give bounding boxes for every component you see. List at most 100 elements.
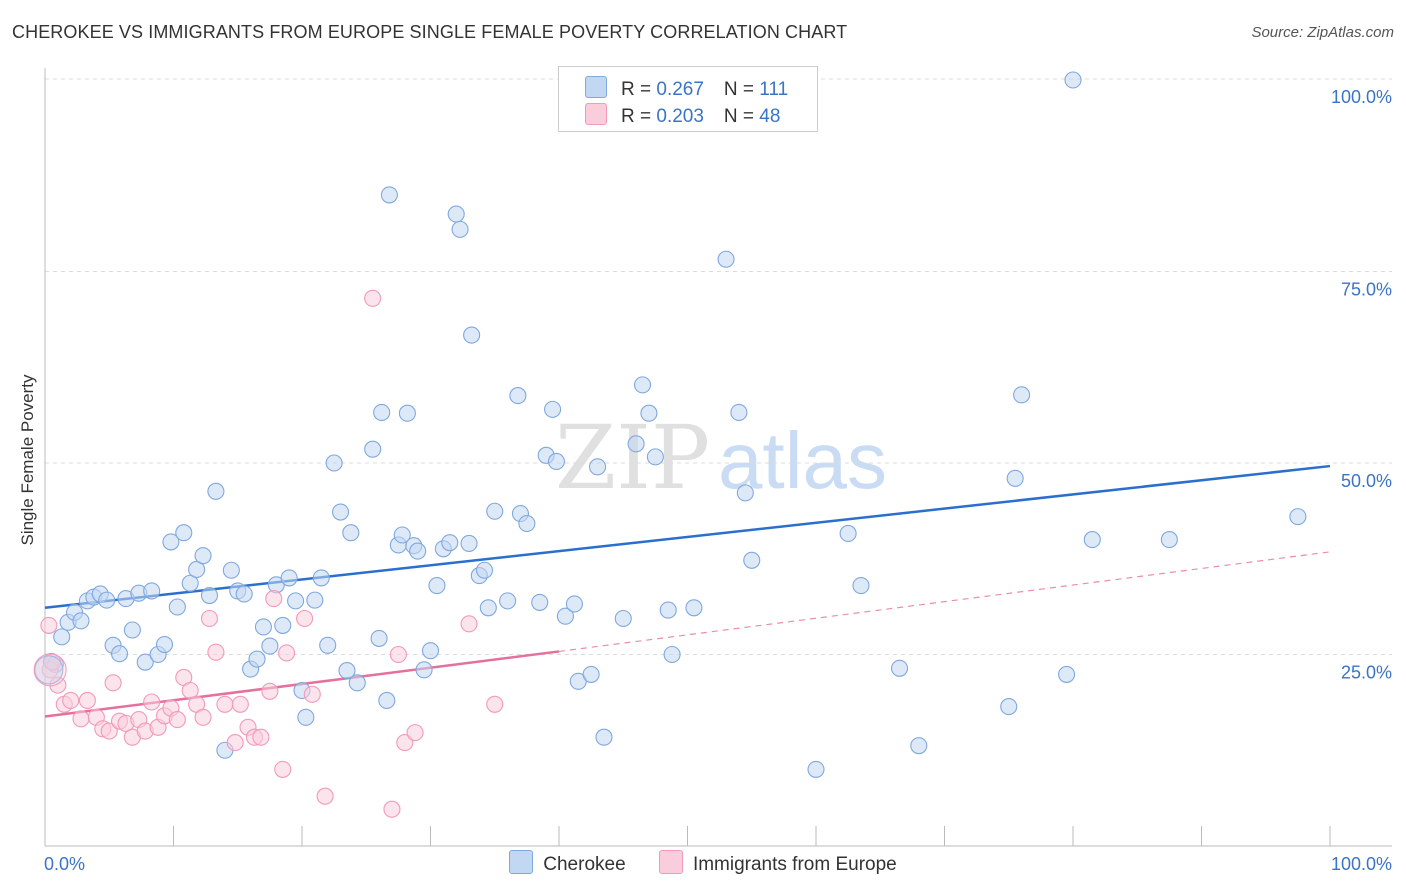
cherokee-point [1000, 698, 1018, 716]
cherokee-point [518, 514, 536, 533]
cherokee-point [181, 574, 199, 592]
cherokee-point [614, 609, 632, 628]
cherokee-point [588, 458, 607, 476]
cherokee-point [274, 616, 292, 634]
europe-point [40, 616, 58, 634]
europe-point [252, 728, 270, 746]
europe-point [383, 800, 401, 818]
cherokee-point [319, 636, 337, 654]
europe-point [181, 681, 199, 700]
europe-point [143, 693, 161, 711]
cherokee-point [1006, 469, 1024, 487]
cherokee-point [1160, 531, 1178, 549]
stats-row-europe: R = 0.203 N = 48 [585, 103, 780, 129]
y-tick-label: 75.0% [1341, 280, 1392, 300]
europe-point [194, 708, 212, 726]
cherokee-point [312, 569, 330, 587]
cherokee-point [451, 220, 469, 238]
europe-point [261, 682, 279, 700]
europe-point [104, 674, 122, 692]
r-label: R = [621, 106, 657, 127]
cherokee-point [168, 598, 186, 616]
y-tick-label: 25.0% [1341, 663, 1392, 683]
cherokee-point [393, 526, 411, 544]
cherokee-point [743, 551, 761, 569]
cherokee-point [261, 637, 279, 655]
cherokee-point [852, 577, 870, 595]
europe-point [207, 643, 225, 661]
cherokee-point [659, 601, 677, 619]
cherokee-point [123, 621, 141, 639]
trend-line-europe-extension [558, 551, 1331, 653]
cherokee-point [717, 250, 735, 268]
cherokee-point [380, 186, 398, 204]
cherokee-point [254, 618, 273, 636]
cherokee-point [280, 569, 298, 587]
cherokee-point [297, 708, 315, 726]
cherokee-point [398, 404, 416, 422]
europe-point [72, 710, 90, 728]
n-value: 48 [759, 106, 781, 127]
n-label: N = [723, 79, 760, 100]
cherokee-point [447, 205, 465, 223]
legend-label-europe: Immigrants from Europe [692, 854, 897, 875]
cherokee-point [235, 585, 253, 603]
cherokee-point [364, 440, 382, 458]
legend-item-europe[interactable]: Immigrants from Europe [658, 850, 897, 876]
cherokee-point [509, 387, 527, 405]
cherokee-point [556, 607, 574, 625]
cherokee-point [415, 661, 433, 679]
grid [45, 78, 1392, 655]
europe-point [231, 695, 249, 713]
n-value: 111 [759, 79, 789, 100]
y-tick-label: 100.0% [1331, 87, 1392, 107]
europe-point [100, 722, 118, 740]
y-tick-label: 50.0% [1341, 471, 1392, 491]
cherokee-point [222, 561, 240, 579]
cherokee-point [890, 659, 909, 677]
cherokee-point [544, 400, 562, 418]
europe-point [316, 787, 334, 805]
cherokee-point [627, 435, 645, 453]
europe-swatch [585, 103, 607, 125]
cherokee-point [685, 599, 703, 617]
data-points [33, 71, 1307, 818]
trend-line-cherokee [44, 464, 1331, 610]
stats-row-cherokee: R = 0.267 N = 111 [585, 76, 788, 102]
cherokee-point [441, 534, 459, 552]
cherokee-point [331, 503, 350, 521]
r-value: 0.203 [656, 106, 704, 127]
europe-point [406, 724, 424, 742]
legend-label-cherokee: Cherokee [543, 854, 626, 875]
n-label: N = [723, 106, 760, 127]
cherokee-point [807, 760, 825, 778]
cherokee-point [582, 665, 600, 683]
cherokee-point [342, 524, 360, 542]
europe-point [33, 653, 67, 687]
cherokee-point [378, 691, 396, 710]
watermark: ZIP atlas [555, 406, 887, 509]
r-label: R = [621, 79, 657, 100]
cherokee-point [155, 635, 174, 654]
cherokee-point [646, 448, 664, 466]
cherokee-point [72, 612, 90, 630]
legend-item-cherokee[interactable]: Cherokee [509, 850, 626, 876]
cherokee-point [910, 737, 928, 755]
europe-point [364, 289, 382, 307]
europe-point [265, 590, 283, 608]
cherokee-point [188, 560, 206, 579]
cherokee-point [463, 326, 481, 344]
cherokee-point [1083, 531, 1101, 549]
cherokee-point [373, 403, 391, 421]
europe-point [274, 760, 292, 778]
cherokee-point [1064, 71, 1082, 89]
cherokee-point [475, 561, 494, 579]
stats-legend: R = 0.267 N = 111 R = 0.203 N = 48 [558, 66, 818, 132]
cherokee-point [200, 586, 219, 605]
europe-point [460, 615, 478, 633]
cherokee-point [595, 728, 613, 746]
europe-point [216, 695, 234, 713]
cherokee-point [248, 650, 266, 668]
europe-point [62, 691, 80, 710]
cherokee-point [98, 591, 116, 609]
